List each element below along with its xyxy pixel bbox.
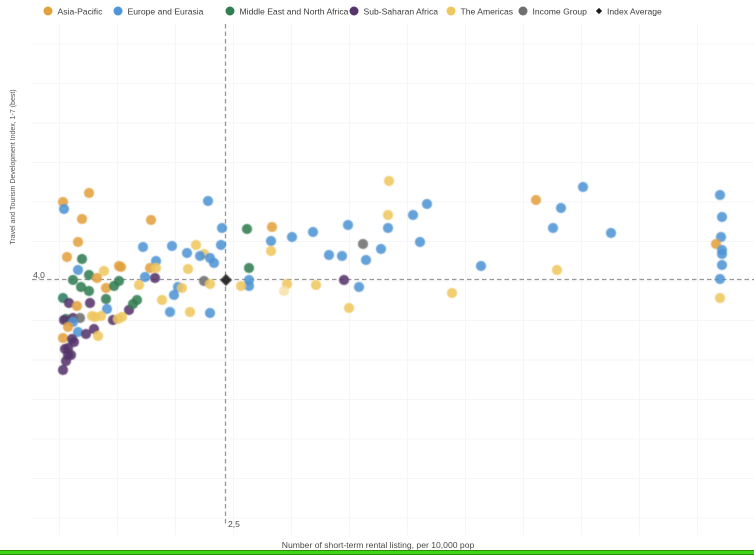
- svg-text:Income Group: Income Group: [533, 7, 588, 17]
- svg-text:Index Average: Index Average: [607, 7, 662, 17]
- svg-text:Europe and Eurasia: Europe and Eurasia: [128, 7, 204, 17]
- svg-text:4,0: 4,0: [33, 270, 45, 280]
- svg-text:Number of short-term rental li: Number of short-term rental listing, per…: [282, 540, 475, 550]
- svg-text:The Americas: The Americas: [461, 7, 514, 17]
- svg-text:2,5: 2,5: [228, 519, 240, 529]
- svg-text:Middle East and North Africa: Middle East and North Africa: [240, 7, 349, 17]
- svg-text:Sub-Saharan Africa: Sub-Saharan Africa: [364, 7, 439, 17]
- svg-text:Asia-Pacific: Asia-Pacific: [58, 7, 104, 17]
- svg-text:Travel and Tourism Development: Travel and Tourism Development Index, 1-…: [10, 89, 17, 244]
